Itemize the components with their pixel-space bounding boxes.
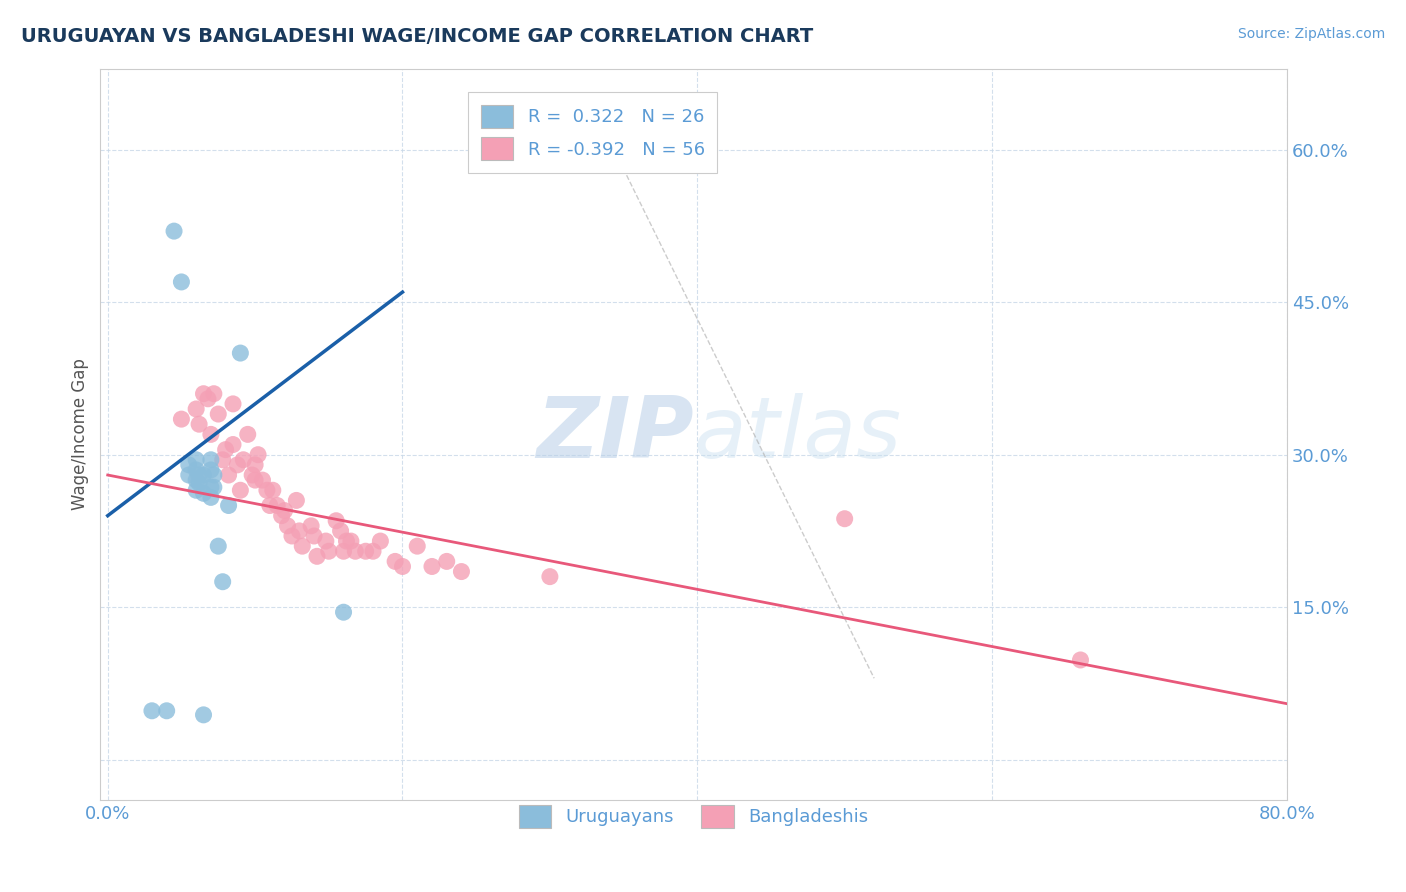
Text: Source: ZipAtlas.com: Source: ZipAtlas.com xyxy=(1237,27,1385,41)
Point xyxy=(170,275,193,289)
Point xyxy=(200,427,222,442)
Point xyxy=(200,452,222,467)
Point xyxy=(262,483,284,498)
Point xyxy=(335,534,357,549)
Point xyxy=(188,476,211,491)
Point xyxy=(188,417,211,432)
Point xyxy=(229,483,252,498)
Point xyxy=(232,452,254,467)
Point xyxy=(207,539,229,553)
Point xyxy=(247,448,270,462)
Point xyxy=(218,499,240,513)
Text: atlas: atlas xyxy=(693,392,901,475)
Point xyxy=(243,458,266,472)
Point xyxy=(305,549,328,564)
Point xyxy=(200,463,222,477)
Point xyxy=(302,529,325,543)
Point xyxy=(538,569,561,583)
Point xyxy=(329,524,352,538)
Point xyxy=(259,499,281,513)
Point xyxy=(193,707,215,722)
Point xyxy=(318,544,340,558)
Point xyxy=(344,544,367,558)
Point xyxy=(202,480,225,494)
Point xyxy=(170,412,193,426)
Point xyxy=(436,554,458,568)
Point xyxy=(211,574,233,589)
Point xyxy=(193,486,215,500)
Point xyxy=(361,544,384,558)
Point xyxy=(288,524,311,538)
Point xyxy=(391,559,413,574)
Y-axis label: Wage/Income Gap: Wage/Income Gap xyxy=(72,359,89,510)
Point xyxy=(273,503,295,517)
Point xyxy=(202,386,225,401)
Point xyxy=(243,473,266,487)
Point xyxy=(332,605,354,619)
Point xyxy=(256,483,278,498)
Text: URUGUAYAN VS BANGLADESHI WAGE/INCOME GAP CORRELATION CHART: URUGUAYAN VS BANGLADESHI WAGE/INCOME GAP… xyxy=(21,27,813,45)
Point xyxy=(354,544,377,558)
Point xyxy=(291,539,314,553)
Point xyxy=(340,534,363,549)
Point xyxy=(200,480,222,494)
Point xyxy=(325,514,347,528)
Point xyxy=(450,565,472,579)
Text: ZIP: ZIP xyxy=(536,392,693,475)
Point xyxy=(163,224,186,238)
Point xyxy=(186,452,208,467)
Point xyxy=(222,397,245,411)
Point xyxy=(193,468,215,483)
Point xyxy=(141,704,163,718)
Point xyxy=(211,452,233,467)
Point xyxy=(236,427,259,442)
Point xyxy=(218,468,240,483)
Point xyxy=(315,534,337,549)
Point xyxy=(193,386,215,401)
Point xyxy=(834,512,856,526)
Point xyxy=(420,559,443,574)
Point xyxy=(186,473,208,487)
Point xyxy=(222,437,245,451)
Point xyxy=(406,539,429,553)
Point xyxy=(252,473,274,487)
Point xyxy=(186,401,208,416)
Point xyxy=(186,483,208,498)
Point xyxy=(188,468,211,483)
Point xyxy=(266,499,288,513)
Legend: Uruguayans, Bangladeshis: Uruguayans, Bangladeshis xyxy=(512,797,876,835)
Point xyxy=(270,508,292,523)
Point xyxy=(285,493,308,508)
Point xyxy=(277,518,299,533)
Point xyxy=(370,534,392,549)
Point xyxy=(207,407,229,421)
Point xyxy=(177,458,200,472)
Point xyxy=(186,463,208,477)
Point xyxy=(214,442,236,457)
Point xyxy=(200,491,222,505)
Point xyxy=(332,544,354,558)
Point xyxy=(281,529,304,543)
Point xyxy=(156,704,179,718)
Point xyxy=(229,346,252,360)
Point xyxy=(177,468,200,483)
Point xyxy=(240,468,263,483)
Point xyxy=(384,554,406,568)
Point xyxy=(226,458,249,472)
Point xyxy=(202,468,225,483)
Point xyxy=(299,518,322,533)
Point xyxy=(197,392,219,406)
Point xyxy=(1069,653,1091,667)
